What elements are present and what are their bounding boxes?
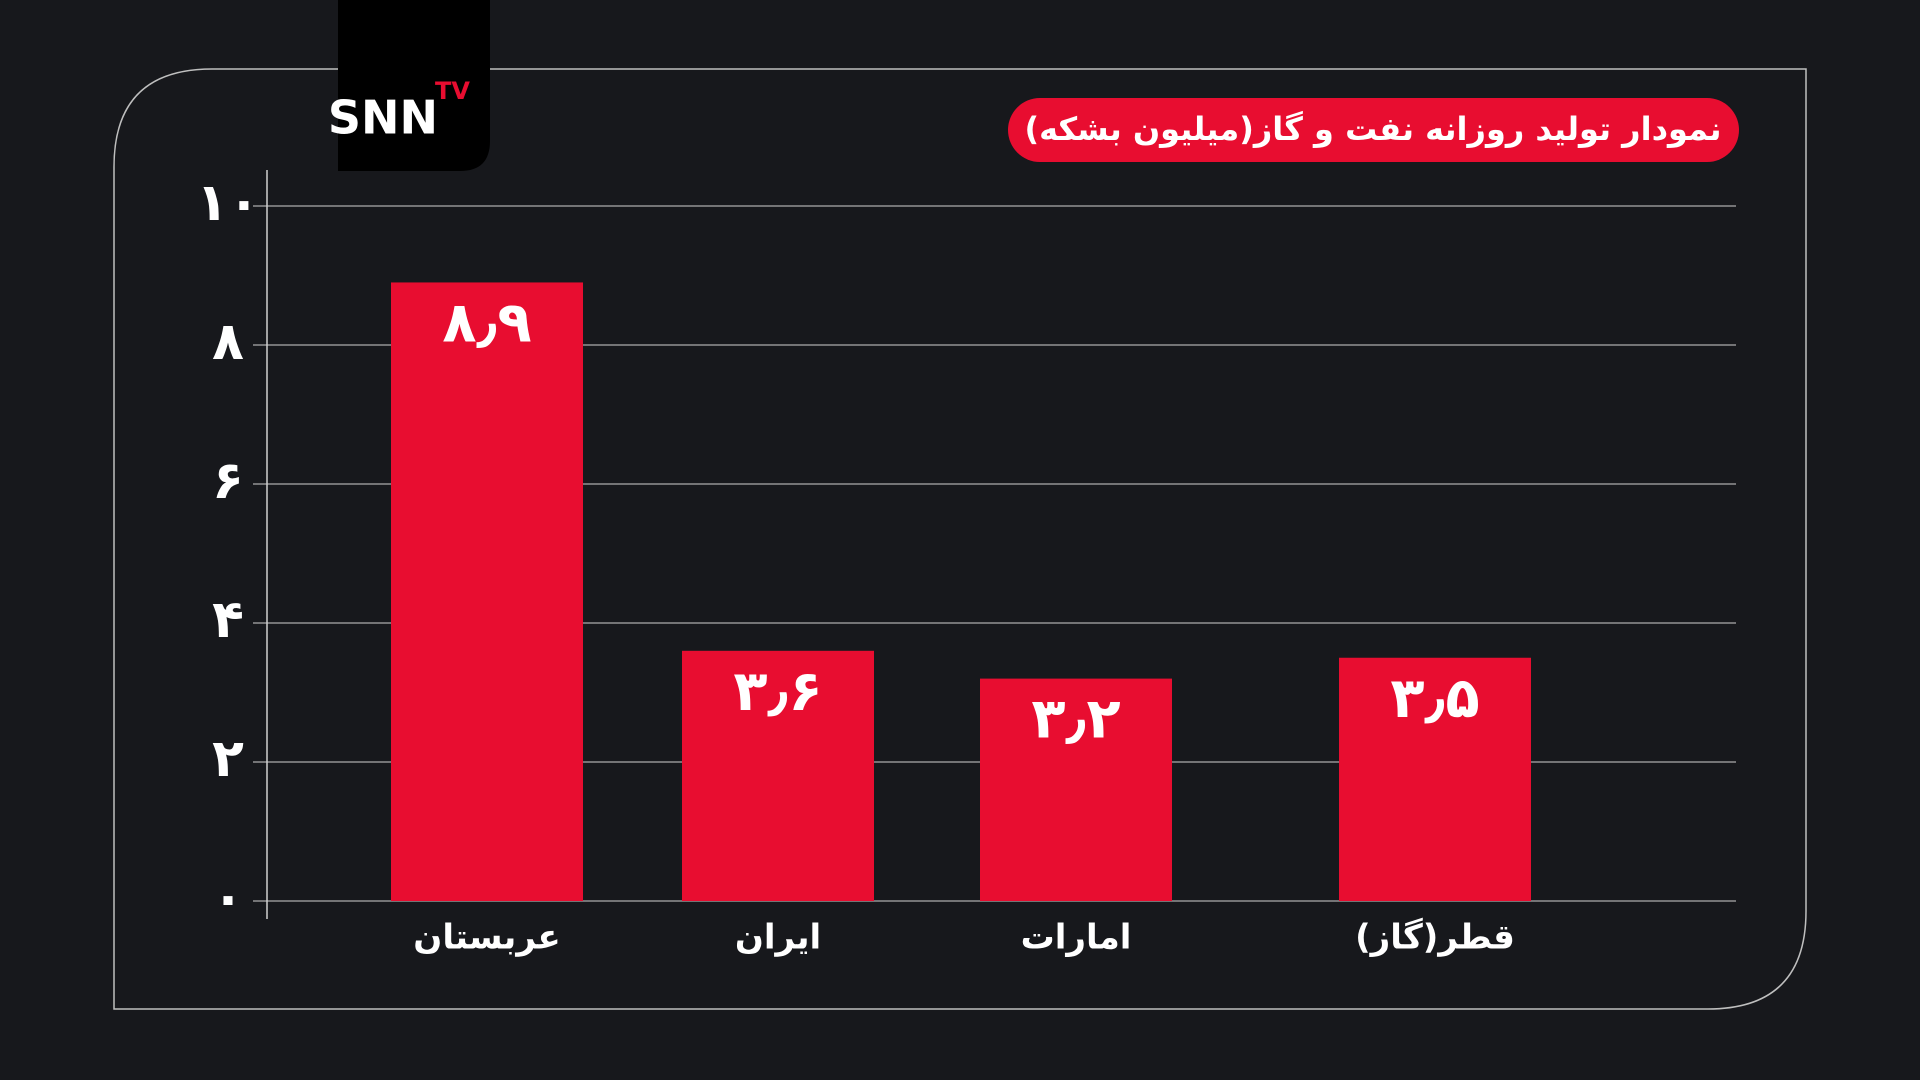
bar xyxy=(1339,657,1531,901)
logo-badge: TV xyxy=(435,77,470,105)
x-tick-label: عربستان xyxy=(413,918,560,958)
x-tick-label: امارات xyxy=(1021,918,1132,958)
frame xyxy=(113,68,1807,1010)
y-tick-label: ۶ xyxy=(212,451,244,511)
bar xyxy=(980,678,1172,901)
logo-box xyxy=(338,0,490,171)
value-label: ۳٫۵ xyxy=(1390,666,1479,731)
x-tick-label: قطر(گاز) xyxy=(1355,918,1515,958)
logo-name: SNN xyxy=(328,91,438,145)
y-tick-label: ۸ xyxy=(212,312,244,372)
y-tick-label: ۲ xyxy=(212,729,244,789)
y-tick-label: ۰ xyxy=(212,868,244,928)
title-pill xyxy=(1008,98,1739,162)
value-label: ۳٫۶ xyxy=(733,659,822,724)
bar xyxy=(682,650,874,901)
x-tick-label: ایران xyxy=(735,918,821,958)
y-tick-label: ۴ xyxy=(212,590,244,650)
chart-title: نمودار تولید روزانه نفت و گاز(میلیون بشک… xyxy=(1024,110,1721,148)
value-label: ۳٫۲ xyxy=(1031,687,1120,752)
bar xyxy=(391,282,583,901)
value-label: ۸٫۹ xyxy=(442,291,531,356)
y-tick-label: ۱۰ xyxy=(196,173,259,233)
